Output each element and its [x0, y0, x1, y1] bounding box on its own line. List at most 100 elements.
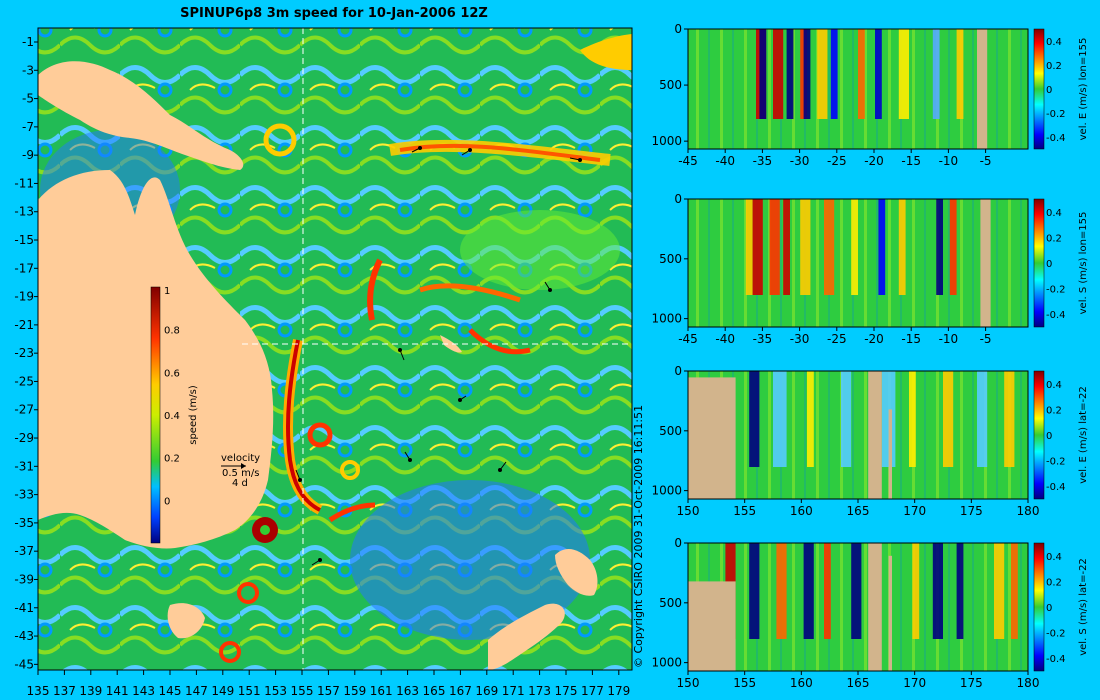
speed-colorbar-label: speed (m/s) — [188, 385, 199, 445]
section-x-tick-label: -45 — [678, 154, 698, 168]
section-y-tick-label: 1000 — [651, 656, 682, 670]
section-x-tick-label: 155 — [733, 676, 756, 690]
section-colorbar-tick-label: 0 — [1046, 85, 1052, 96]
section-velocity-column — [949, 199, 957, 295]
section-x-tick-label: -35 — [753, 332, 773, 346]
section-x-tick-label: 175 — [960, 676, 983, 690]
map-x-tick-label: 175 — [555, 684, 578, 698]
map-land-new-caledonia — [440, 335, 462, 353]
section-panel-1: -45 -40 -35 -30 -25 -20 -15 -10 -5 0 500 1000 0.4 0.2… — [651, 22, 1089, 168]
section-velocity-column — [956, 543, 964, 639]
section-velocity-column — [909, 371, 916, 467]
section-velocity-column — [759, 29, 767, 119]
speed-colorbar-ticks: 1 0.8 0.6 0.4 0.2 0 — [164, 286, 180, 507]
speed-colorbar-tick-label: 0.2 — [164, 454, 180, 465]
section-x-tick-label: -5 — [980, 154, 992, 168]
section-velocity-column — [783, 199, 790, 295]
map-x-tick-label: 139 — [79, 684, 102, 698]
map-y-tick-label: -31 — [14, 459, 34, 473]
map-low-speed-zone — [350, 480, 590, 640]
section-colorbar-tick-label: 0.2 — [1046, 233, 1062, 244]
section-colorbar-tick-label: -0.4 — [1046, 482, 1066, 493]
section-velocity-column — [803, 543, 814, 639]
map-y-tick-label: -11 — [14, 176, 34, 190]
section-velocity-column — [769, 199, 780, 295]
map-land-new-zealand-south — [488, 603, 565, 670]
section-x-tick-label: 170 — [903, 676, 926, 690]
section-velocity-column — [858, 29, 865, 119]
map-x-tick-label: 163 — [396, 684, 419, 698]
section-velocity-column — [830, 29, 838, 119]
speed-colorbar-tick-label: 0.6 — [164, 368, 180, 379]
map-y-tick-label: -35 — [14, 516, 34, 530]
section-velocity-column — [851, 543, 862, 639]
map-x-axis: 135 137 139 141 143 145 147 149 151 153 155 157 159 1… — [27, 670, 630, 698]
map-high-speed-band — [286, 339, 321, 512]
speed-colorbar — [150, 286, 161, 544]
section-velocity-column — [956, 29, 964, 119]
section-x-tick-label: 180 — [1017, 504, 1040, 518]
section-velocity-column — [1004, 371, 1015, 467]
section-colorbar-tick-label: -0.2 — [1046, 109, 1066, 120]
velocity-legend-arrowhead — [241, 463, 246, 469]
section-velocity-column — [851, 199, 858, 295]
section-panels: -45 -40 -35 -30 -25 -20 -15 -10 -5 0 500 1000 0.4 0.2… — [651, 22, 1089, 690]
section-velocity-column — [912, 543, 920, 639]
section-frame — [687, 28, 1029, 150]
section-panel-3: 150 155 160 165 170 175 180 0 500 1000 0.4 0.2 0 -0.2… — [651, 364, 1089, 518]
section-velocity-column — [932, 29, 940, 119]
map-eddy — [263, 123, 297, 157]
section-velocity-column — [786, 29, 794, 119]
section-colorbar-tick-label: -0.2 — [1046, 629, 1066, 640]
map-high-speed-band — [399, 143, 601, 162]
section-x-tick-label: 150 — [677, 504, 700, 518]
section-x-tick-label: -45 — [678, 332, 698, 346]
map-y-tick-label: -3 — [22, 63, 34, 77]
map-y-tick-label: -7 — [22, 120, 34, 134]
section-velocity-column — [898, 29, 909, 119]
section-x-tick-label: -40 — [715, 332, 735, 346]
map-eddy — [307, 422, 333, 448]
map-x-tick-label: 143 — [132, 684, 155, 698]
section-velocity-column — [936, 199, 943, 295]
section-colorbar-tick-label: -0.4 — [1046, 310, 1066, 321]
section-colorbar-label: vel. E (m/s) lon=155 — [1078, 38, 1089, 141]
speed-colorbar-tick-label: 1 — [164, 286, 170, 297]
map-eddy — [260, 525, 270, 535]
section-colorbar-tick-label: 0.2 — [1046, 405, 1062, 416]
map-x-tick-label: 155 — [291, 684, 314, 698]
map-y-tick-label: -13 — [14, 205, 34, 219]
section-x-tick-label: -15 — [901, 154, 921, 168]
section-x-tick-label: -20 — [864, 332, 884, 346]
section-x-tick-label: -30 — [790, 154, 810, 168]
section-land — [688, 581, 736, 671]
section-velocity-column — [977, 371, 988, 467]
section-x-tick-label: -10 — [939, 332, 959, 346]
section-y-tick-label: 500 — [659, 78, 682, 92]
map-x-tick-label: 151 — [238, 684, 261, 698]
section-colorbar-tick-label: 0.2 — [1046, 61, 1062, 72]
map-land-tasmania — [167, 603, 205, 639]
section-x-tick-label: 175 — [960, 504, 983, 518]
map-y-tick-label: -25 — [14, 374, 34, 388]
section-velocity-column — [994, 543, 1005, 639]
map-y-tick-label: -9 — [22, 148, 34, 162]
section-x-tick-label: -5 — [980, 332, 992, 346]
section-y-tick-label: 500 — [659, 252, 682, 266]
section-x-tick-label: -30 — [790, 332, 810, 346]
section-x-tick-label: 165 — [847, 504, 870, 518]
section-land — [888, 409, 892, 499]
section-colorbar-tick-label: 0 — [1046, 603, 1052, 614]
section-colorbar-tick-label: -0.4 — [1046, 133, 1066, 144]
section-y-tick-label: 500 — [659, 424, 682, 438]
map-x-tick-label: 165 — [423, 684, 446, 698]
section-colorbar-label: vel. E (m/s) lat=-22 — [1078, 386, 1089, 484]
map-y-tick-label: -17 — [14, 261, 34, 275]
map-x-tick-label: 171 — [502, 684, 525, 698]
map-eddy — [237, 582, 259, 604]
speed-colorbar-tick-label: 0 — [164, 496, 170, 507]
section-velocity-column — [824, 543, 831, 639]
map-x-tick-label: 167 — [449, 684, 472, 698]
map-y-tick-label: -33 — [14, 488, 34, 502]
section-velocity-column — [841, 371, 852, 467]
